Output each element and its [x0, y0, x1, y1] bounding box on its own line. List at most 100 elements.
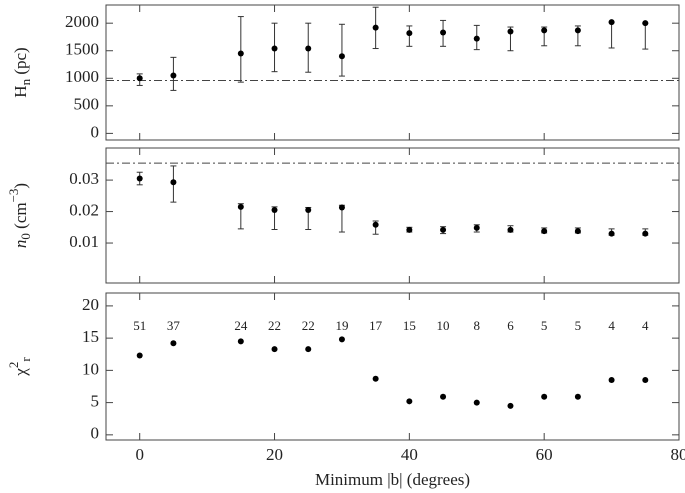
data-point [574, 27, 581, 34]
count-label: 6 [507, 318, 514, 333]
count-label: 19 [335, 318, 348, 333]
y-axis-label: Hn​ (pc) [11, 47, 33, 97]
data-point [170, 72, 177, 79]
y-tick-label: 1500 [65, 40, 99, 59]
data-point [608, 377, 615, 384]
count-label: 22 [268, 318, 281, 333]
data-point [305, 206, 312, 213]
count-label: 4 [608, 318, 615, 333]
data-point [338, 204, 345, 211]
error-bar [237, 16, 244, 83]
data-point [440, 29, 447, 36]
data-point [507, 402, 514, 409]
data-point [136, 175, 143, 182]
data-point [473, 399, 480, 406]
data-point [170, 340, 177, 347]
y-axis-label-part: 0 [18, 233, 33, 240]
data-point [237, 50, 244, 57]
y-tick-label: 500 [74, 95, 100, 114]
x-axis-label: Minimum |b| (degrees) [315, 470, 470, 489]
data-point [170, 179, 177, 186]
y-axis-label-part: (pc) [11, 47, 30, 79]
x-tick-label: 40 [401, 445, 418, 464]
data-point [574, 393, 581, 400]
data-point [642, 20, 649, 27]
y-tick-label: 20 [82, 295, 99, 314]
y-tick-label: 0.03 [69, 169, 99, 188]
y-tick-label: 2000 [65, 12, 99, 31]
error-bar [608, 21, 615, 49]
data-point [305, 346, 312, 353]
x-tick-label: 20 [266, 445, 283, 464]
data-point [271, 346, 278, 353]
error-bar [338, 23, 345, 77]
count-label: 5 [541, 318, 548, 333]
data-point [473, 35, 480, 42]
data-point [473, 224, 480, 231]
y-axis-label-part: ) [11, 183, 30, 189]
data-point [136, 75, 143, 82]
data-point [608, 230, 615, 237]
data-point [406, 30, 413, 37]
y-tick-label: 0.02 [69, 200, 99, 219]
data-point [541, 393, 548, 400]
count-label: 37 [167, 318, 181, 333]
error-bar [642, 22, 649, 50]
x-tick-label: 0 [135, 445, 144, 464]
data-point [136, 352, 143, 359]
error-bar [406, 25, 413, 47]
data-point [338, 53, 345, 60]
y-tick-label: 15 [82, 327, 99, 346]
y-axis-label-part: H [11, 85, 30, 97]
count-label: 17 [369, 318, 383, 333]
data-point [642, 230, 649, 237]
data-point [237, 338, 244, 345]
data-point [372, 24, 379, 31]
y-axis-label-part: χ [11, 368, 30, 377]
data-point [305, 45, 312, 52]
data-point [608, 19, 615, 26]
count-label: 22 [302, 318, 315, 333]
count-label: 15 [403, 318, 416, 333]
y-axis-label-part: n [11, 240, 30, 249]
data-point [271, 45, 278, 52]
y-tick-label: 0 [91, 122, 100, 141]
plot-frame [105, 147, 680, 284]
count-label: 5 [575, 318, 582, 333]
x-tick-label: 80 [671, 445, 685, 464]
data-point [338, 336, 345, 343]
data-point [507, 28, 514, 35]
x-tick-label: 60 [536, 445, 553, 464]
data-point [406, 398, 413, 405]
count-label: 8 [474, 318, 481, 333]
data-point [440, 393, 447, 400]
y-tick-label: 0.01 [69, 232, 99, 251]
y-axis-label-part: r [18, 357, 33, 362]
data-point [237, 203, 244, 210]
y-tick-label: 10 [82, 359, 99, 378]
count-label: 10 [437, 318, 450, 333]
y-axis-label: n0​ (cm−3​) [6, 183, 33, 248]
y-tick-label: 0 [91, 424, 100, 443]
data-point [642, 377, 649, 384]
y-axis-label: χ2​r​ [6, 357, 33, 377]
data-point [507, 226, 514, 233]
y-axis-label-part: 2 [6, 362, 21, 369]
data-point [541, 27, 548, 34]
count-label: 24 [234, 318, 248, 333]
data-point [541, 228, 548, 235]
y-tick-label: 1000 [65, 67, 99, 86]
count-label: 4 [642, 318, 649, 333]
count-label: 51 [133, 318, 146, 333]
y-tick-label: 5 [91, 392, 100, 411]
y-axis-label-part: n [18, 78, 33, 85]
data-point [574, 228, 581, 235]
data-point [440, 226, 447, 233]
y-axis-label-part: −3 [6, 189, 21, 203]
plot-frame [105, 292, 680, 441]
y-axis-label-part: (cm [11, 202, 30, 233]
data-point [406, 226, 413, 233]
data-point [372, 221, 379, 228]
plot-frame [105, 4, 680, 141]
